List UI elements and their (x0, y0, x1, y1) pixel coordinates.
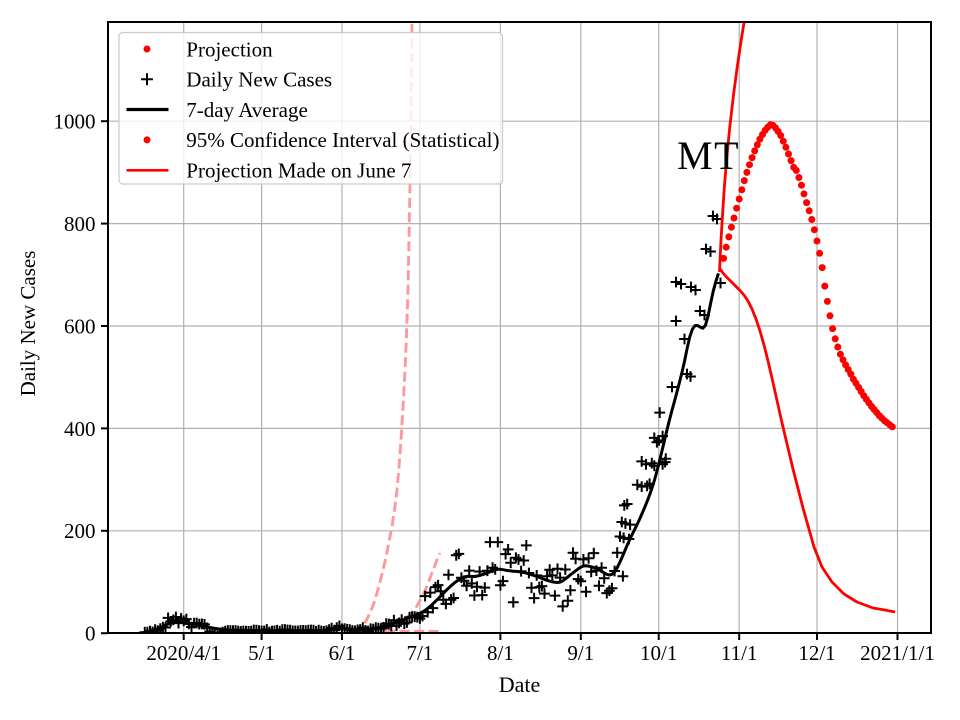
svg-text:1000: 1000 (54, 110, 96, 134)
svg-text:600: 600 (64, 314, 96, 338)
svg-text:MT: MT (677, 133, 740, 178)
svg-text:Date: Date (499, 672, 541, 697)
svg-text:11/1: 11/1 (721, 641, 758, 665)
svg-text:95% Confidence Interval (Stati: 95% Confidence Interval (Statistical) (186, 128, 499, 152)
svg-text:10/1: 10/1 (640, 641, 677, 665)
svg-text:12/1: 12/1 (798, 641, 835, 665)
svg-text:Projection: Projection (186, 37, 273, 61)
svg-text:2020/4/1: 2020/4/1 (146, 641, 221, 665)
svg-text:800: 800 (64, 212, 96, 236)
svg-text:8/1: 8/1 (487, 641, 514, 665)
svg-text:5/1: 5/1 (248, 641, 275, 665)
svg-text:400: 400 (64, 417, 96, 441)
svg-text:7/1: 7/1 (406, 641, 433, 665)
svg-text:2021/1/1: 2021/1/1 (860, 641, 935, 665)
svg-text:200: 200 (64, 519, 96, 543)
svg-text:Daily New Cases: Daily New Cases (16, 251, 40, 397)
svg-text:0: 0 (85, 622, 96, 646)
svg-text:Projection Made on June 7: Projection Made on June 7 (186, 159, 411, 183)
svg-text:Daily New Cases: Daily New Cases (186, 68, 332, 92)
svg-text:9/1: 9/1 (567, 641, 594, 665)
svg-text:7-day Average: 7-day Average (186, 98, 307, 122)
svg-text:6/1: 6/1 (329, 641, 356, 665)
